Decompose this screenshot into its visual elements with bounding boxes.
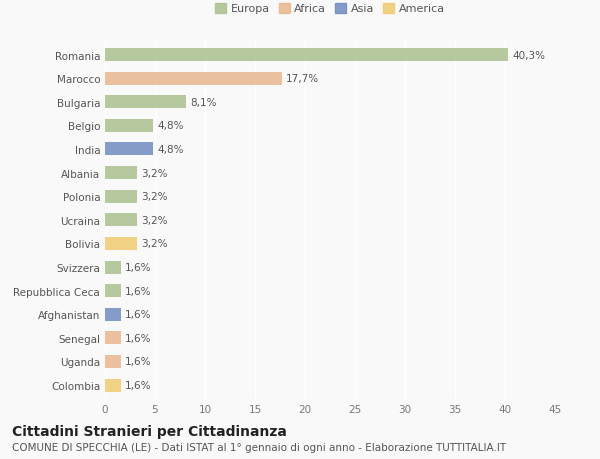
Text: 17,7%: 17,7% xyxy=(286,74,319,84)
Bar xyxy=(105,167,137,179)
Text: 1,6%: 1,6% xyxy=(125,333,151,343)
Bar xyxy=(105,120,153,133)
Bar xyxy=(105,331,121,345)
Bar xyxy=(105,237,137,250)
Text: 8,1%: 8,1% xyxy=(190,98,217,107)
Text: COMUNE DI SPECCHIA (LE) - Dati ISTAT al 1° gennaio di ogni anno - Elaborazione T: COMUNE DI SPECCHIA (LE) - Dati ISTAT al … xyxy=(12,442,506,452)
Text: 4,8%: 4,8% xyxy=(157,145,184,155)
Bar xyxy=(105,379,121,392)
Bar xyxy=(105,73,282,85)
Text: 4,8%: 4,8% xyxy=(157,121,184,131)
Text: 3,2%: 3,2% xyxy=(141,239,167,249)
Bar xyxy=(105,355,121,368)
Text: 1,6%: 1,6% xyxy=(125,357,151,367)
Bar xyxy=(105,214,137,227)
Text: Cittadini Stranieri per Cittadinanza: Cittadini Stranieri per Cittadinanza xyxy=(12,425,287,438)
Bar xyxy=(105,308,121,321)
Text: 40,3%: 40,3% xyxy=(512,50,545,61)
Text: 1,6%: 1,6% xyxy=(125,263,151,273)
Text: 3,2%: 3,2% xyxy=(141,215,167,225)
Text: 1,6%: 1,6% xyxy=(125,380,151,390)
Bar xyxy=(105,96,186,109)
Text: 3,2%: 3,2% xyxy=(141,168,167,178)
Bar xyxy=(105,261,121,274)
Text: 3,2%: 3,2% xyxy=(141,192,167,202)
Text: 1,6%: 1,6% xyxy=(125,286,151,296)
Bar xyxy=(105,285,121,297)
Bar xyxy=(105,143,153,156)
Legend: Europa, Africa, Asia, America: Europa, Africa, Asia, America xyxy=(212,0,448,18)
Bar xyxy=(105,49,508,62)
Bar xyxy=(105,190,137,203)
Text: 1,6%: 1,6% xyxy=(125,309,151,319)
